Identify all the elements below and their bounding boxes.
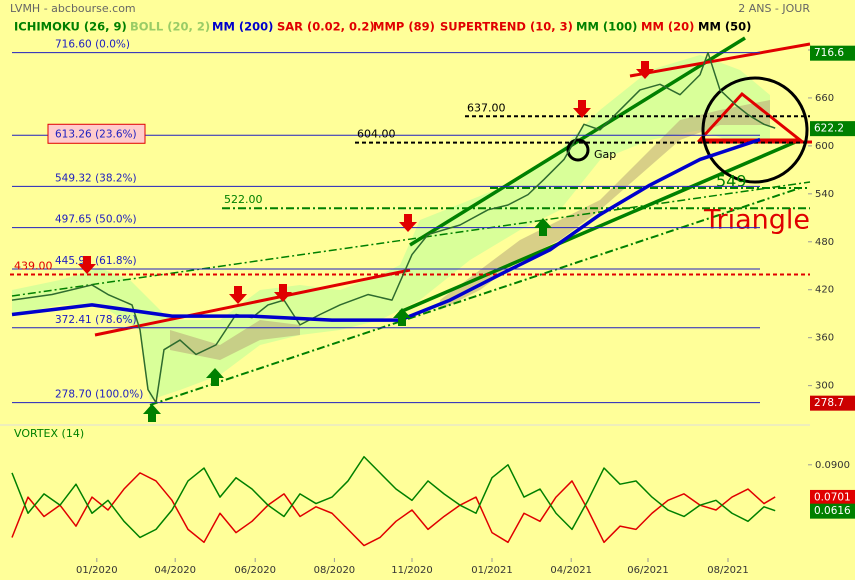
value-badge-label: 622.2 [814,123,844,135]
y-tick-label: 420 [815,285,834,296]
x-tick-label: 04/2020 [154,565,196,576]
legend-entry: ICHIMOKU (26, 9) [14,20,127,34]
value-badge-label: 0.0701 [814,491,851,503]
ichimoku-cloud [170,320,300,360]
value-badge [810,489,855,505]
x-tick-label: 06/2021 [627,565,669,576]
trend-line [149,187,801,406]
signal-arrow [399,214,417,232]
trend-line [94,268,411,337]
trend-line [11,181,811,297]
vortex-line [11,455,776,539]
signal-arrow [573,100,591,118]
legend-entry: MM (50) [698,20,751,34]
label-box [47,123,146,144]
fib-label: 372.41 (78.6%) [55,314,137,326]
trend-line [399,138,801,314]
x-tick-label: 08/2020 [314,565,356,576]
price-line [11,51,776,404]
legend-entry: SUPERTREND (10, 3) [440,20,573,34]
legend-entry: MM (20) [641,20,694,34]
y-tick-label: 300 [815,381,834,392]
signal-arrow [78,256,96,274]
value-badge [810,503,855,519]
y-tick-label: 660 [815,93,834,104]
level-label: 637.00 [467,101,506,114]
level-label: 604.00 [357,128,396,141]
signal-arrow [534,218,552,236]
fib-label: 549.32 (38.2%) [55,172,137,184]
gap-circle [566,138,590,162]
y-tick-label: 540 [815,189,834,200]
y-tick-label: 0.0900 [815,460,850,471]
fib-label: 613.26 (23.6%) [55,128,137,140]
level-label: 439.00 [14,260,53,273]
fib-label: 716.60 (0.0%) [55,39,130,51]
annotation: 549 [716,172,747,191]
x-tick-label: 04/2021 [550,565,592,576]
x-tick-label: 01/2021 [471,565,513,576]
value-badge [810,45,855,61]
x-tick-label: 11/2020 [391,565,433,576]
signal-arrow [274,284,292,302]
annotation: Triangle [703,205,810,236]
trend-lines [11,36,812,406]
vortex-line [11,472,776,547]
fib-label: 278.70 (100.0%) [55,389,143,401]
x-tick-label: 01/2020 [76,565,118,576]
trend-line [629,42,811,78]
legend-entry: MM (100) [576,20,637,34]
signal-arrow [206,368,224,386]
legend-entry: MM (200) [212,20,273,34]
legend-entry: SAR (0.02, 0.2) [277,20,375,34]
chart-title: LVMH - abcbourse.com [10,2,136,15]
fib-label: 445.98 (61.8%) [55,255,137,267]
highlight-circle [701,76,809,184]
signal-arrow [229,286,247,304]
chart-subtitle: 2 ANS - JOUR [738,2,810,15]
y-tick-label: 600 [815,141,834,152]
legend-entry: MMP (89) [373,20,435,34]
signal-arrow [636,61,654,79]
value-badge-label: 0.0616 [814,505,851,517]
x-tick-label: 06/2020 [234,565,276,576]
panel-title: VORTEX (14) [14,427,84,440]
legend-entry: BOLL (20, 2) [130,20,210,34]
moving-average [11,137,761,322]
y-tick-label: 360 [815,333,834,344]
value-badge [810,121,855,137]
signal-arrow [143,404,161,422]
y-tick-label: 480 [815,237,834,248]
value-badge-label: 278.7 [814,397,844,409]
value-badge [810,395,855,411]
level-label: 522.00 [224,193,263,206]
annotation: Gap [594,148,616,161]
value-badge-label: 716.6 [814,47,844,59]
signal-arrow [393,308,411,326]
fib-label: 497.65 (50.0%) [55,214,137,226]
x-tick-label: 08/2021 [707,565,749,576]
